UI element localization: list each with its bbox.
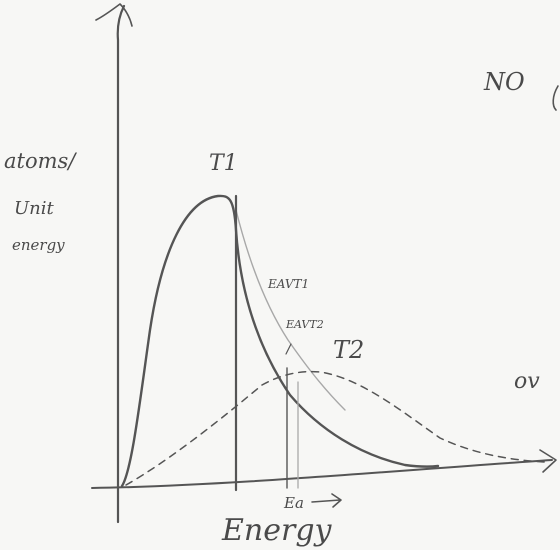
t1-curve-shading <box>235 209 346 411</box>
eav-t2-label: EAVT2 <box>285 318 324 331</box>
eav-t2-pointer <box>285 343 292 355</box>
margin-note-top: NO <box>483 68 525 96</box>
x-axis <box>91 459 553 489</box>
y-axis-arrowhead <box>95 3 133 27</box>
y-axis-label-line1: atoms/ <box>4 149 77 173</box>
eav-t1-label: EAVT1 <box>267 277 309 291</box>
t2-distribution-curve <box>125 370 546 486</box>
y-axis <box>116 4 126 524</box>
y-axis-label-line3: energy <box>12 236 65 254</box>
x-axis-arrowhead <box>539 449 557 473</box>
t1-label: T1 <box>209 151 238 176</box>
ea-label: Ea <box>283 494 304 512</box>
margin-note-right: ov <box>514 369 540 394</box>
margin-mark-top <box>552 85 559 111</box>
x-axis-label: Energy <box>221 513 333 548</box>
y-axis-label-line2: Unit <box>14 198 55 219</box>
t2-label: T2 <box>333 336 364 364</box>
t1-distribution-curve <box>120 194 440 488</box>
ea-arrow <box>311 493 342 508</box>
